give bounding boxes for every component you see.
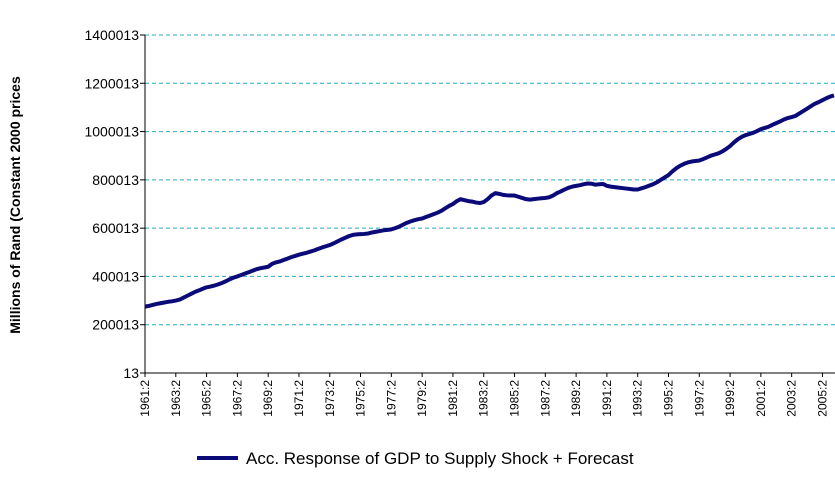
x-tick-label: 1979:2 [415,380,429,417]
y-tick-label: 1000013 [84,124,139,140]
x-tick-label: 1977:2 [384,380,398,417]
x-tick-label: 1987:2 [538,380,552,417]
y-tick-label: 1400013 [84,27,139,43]
x-tick-label: 2003:2 [785,380,799,417]
x-tick-label: 1997:2 [692,380,706,417]
y-tick-label: 13 [123,365,139,381]
x-tick-label: 1981:2 [446,380,460,417]
x-tick-label: 1965:2 [200,380,214,417]
line-series [144,93,835,309]
x-tick-label: 1999:2 [723,380,737,417]
y-tick-label: 800013 [92,172,139,188]
y-tick-label: 200013 [92,317,139,333]
x-tick-label: 1961:2 [138,380,152,417]
y-axis-label: Millions of Rand (Constant 2000 prices [7,76,23,334]
x-tick-label: 1967:2 [230,380,244,417]
x-tick-label: 1989:2 [569,380,583,417]
x-tick-label: 1971:2 [292,380,306,417]
x-tick-label: 1993:2 [631,380,645,417]
x-tick-label: 1983:2 [477,380,491,417]
x-tick-label: 1969:2 [261,380,275,417]
y-tick-label: 400013 [92,268,139,284]
x-tick-label: 1995:2 [661,380,675,417]
x-tick-label: 2005:2 [815,380,829,417]
x-tick-label: 1991:2 [600,380,614,417]
x-tick-label: 2001:2 [754,380,768,417]
legend-label: Acc. Response of GDP to Supply Shock + F… [246,449,634,468]
x-tick-label: 1985:2 [508,380,522,417]
y-tick-label: 1200013 [84,75,139,91]
x-tick-label: 1963:2 [169,380,183,417]
y-tick-label: 600013 [92,220,139,236]
x-tick-label: 1973:2 [323,380,337,417]
x-tick-label: 1975:2 [354,380,368,417]
